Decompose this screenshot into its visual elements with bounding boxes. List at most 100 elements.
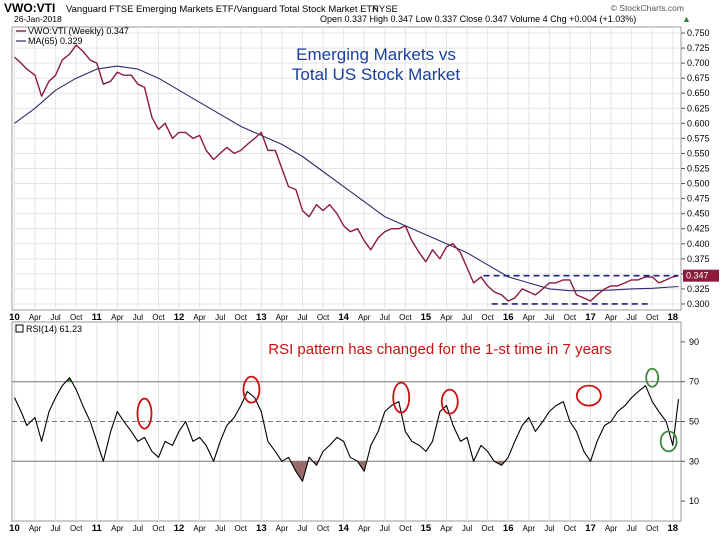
rsi-x-tick-label: Jul xyxy=(215,524,225,533)
price-x-tick-label: Jul xyxy=(627,313,637,322)
rsi-x-tick-label: 14 xyxy=(338,523,349,534)
price-line xyxy=(14,44,679,302)
rsi-x-tick-label: Oct xyxy=(564,524,577,533)
rsi-x-tick-label: Oct xyxy=(317,524,330,533)
price-y-tick-label: 0.725 xyxy=(687,43,710,53)
price-x-tick-label: Jul xyxy=(544,313,554,322)
rsi-x-tick-label: Jul xyxy=(133,524,143,533)
rsi-y-tick-label: 30 xyxy=(689,456,699,466)
rsi-panel: 90 70 50 30 10 RSI(14) 61.23 10 Apr Jul Oct 11 Apr J… xyxy=(9,321,699,534)
legend-ma: MA(65) 0.329 xyxy=(28,36,83,46)
rsi-x-tick-label: Apr xyxy=(111,524,124,533)
price-y-tick-label: 0.750 xyxy=(687,28,710,38)
watermark: © StockCharts.com xyxy=(611,3,684,13)
price-y-tick-label: 0.600 xyxy=(687,118,710,128)
rsi-x-tick-label: Jul xyxy=(627,524,637,533)
price-x-tick-label: 10 xyxy=(9,312,20,323)
price-panel: 0.750 0.725 0.700 0.675 0.650 0.625 0.600 0.575… xyxy=(9,26,719,323)
rsi-y-tick-label: 10 xyxy=(689,496,699,506)
price-y-tick-label: 0.325 xyxy=(687,284,710,294)
rsi-green-circle xyxy=(659,430,678,453)
price-x-tick-label: Oct xyxy=(152,313,165,322)
price-x-tick-label: Oct xyxy=(399,313,412,322)
price-chart-title-line2: Total US Stock Market xyxy=(292,65,460,84)
rsi-y-tick-label: 70 xyxy=(689,377,699,387)
rsi-x-tick-label: Apr xyxy=(29,524,42,533)
rsi-x-tick-label: Oct xyxy=(399,524,412,533)
rsi-red-circle xyxy=(242,375,261,404)
price-x-tick-label: Apr xyxy=(605,313,618,322)
rsi-legend-swatch xyxy=(15,324,24,333)
rsi-x-tick-label: 11 xyxy=(92,523,103,534)
price-x-tick-label: Apr xyxy=(111,313,124,322)
rsi-red-circle xyxy=(575,384,602,407)
price-y-tick-label: 0.500 xyxy=(687,179,710,189)
rsi-line xyxy=(14,377,680,482)
rsi-legend: RSI(14) 61.23 xyxy=(26,324,82,334)
price-x-tick-label: Apr xyxy=(193,313,206,322)
rsi-x-tick-label: Jul xyxy=(462,524,472,533)
rsi-x-tick-label: Jul xyxy=(297,524,307,533)
legend-price: VWO:VTI (Weekly) 0.347 xyxy=(28,26,129,36)
rsi-x-tick-label: Oct xyxy=(646,524,659,533)
rsi-y-tick-label: 50 xyxy=(689,417,699,427)
price-x-tick-label: Jul xyxy=(297,313,307,322)
rsi-x-tick-label: Oct xyxy=(235,524,248,533)
price-x-tick-label: 15 xyxy=(421,312,432,323)
price-x-tick-label: 17 xyxy=(585,312,596,323)
price-x-tick-label: Apr xyxy=(358,313,371,322)
rsi-oversold-fill xyxy=(295,461,303,482)
price-x-tick-label: Jul xyxy=(380,313,390,322)
rsi-x-tick-label: Apr xyxy=(276,524,289,533)
price-x-tick-label: Oct xyxy=(235,313,248,322)
price-y-tick-label: 0.675 xyxy=(687,73,710,83)
price-x-tick-label: 12 xyxy=(174,312,185,323)
price-chart-title-line1: Emerging Markets vs xyxy=(296,45,456,64)
rsi-green-circle xyxy=(645,367,660,388)
rsi-y-tick-label: 90 xyxy=(689,337,699,347)
symbol-label: VWO:VTI xyxy=(4,1,55,15)
price-x-tick-label: Apr xyxy=(523,313,536,322)
price-x-tick-label: 16 xyxy=(503,312,514,323)
price-y-tick-label: 0.525 xyxy=(687,164,710,174)
quote-label: Open 0.337 High 0.347 Low 0.337 Close 0.… xyxy=(320,14,636,24)
price-y-tick-label: 0.475 xyxy=(687,194,710,204)
symbol-description: Vanguard FTSE Emerging Markets ETF/Vangu… xyxy=(66,4,378,15)
last-price-tag xyxy=(683,269,719,282)
price-x-tick-label: Jul xyxy=(215,313,225,322)
rsi-red-circle xyxy=(392,381,411,414)
rsi-x-tick-label: 10 xyxy=(9,523,20,534)
price-y-tick-label: 0.625 xyxy=(687,103,710,113)
last-price-label: 0.347 xyxy=(686,271,709,281)
rsi-red-circle xyxy=(136,397,153,430)
rsi-x-tick-label: Oct xyxy=(152,524,165,533)
price-x-tick-label: 18 xyxy=(667,312,678,323)
rsi-x-tick-label: Apr xyxy=(193,524,206,533)
price-x-tick-label: Oct xyxy=(317,313,330,322)
price-x-tick-label: Jul xyxy=(133,313,143,322)
price-x-tick-label: Oct xyxy=(564,313,577,322)
price-x-tick-label: 13 xyxy=(256,312,267,323)
rsi-red-circle xyxy=(440,388,459,415)
price-y-tick-label: 0.300 xyxy=(687,299,710,309)
rsi-x-tick-label: Jul xyxy=(380,524,390,533)
price-y-tick-label: 0.400 xyxy=(687,239,710,249)
price-y-tick-label: 0.450 xyxy=(687,209,710,219)
price-x-tick-label: 14 xyxy=(338,312,349,323)
ma65-line xyxy=(14,65,679,292)
rsi-x-tick-label: 15 xyxy=(421,523,432,534)
rsi-x-tick-label: Apr xyxy=(523,524,536,533)
rsi-x-tick-label: Apr xyxy=(605,524,618,533)
price-x-tick-label: Jul xyxy=(462,313,472,322)
price-y-tick-label: 0.575 xyxy=(687,133,710,143)
rsi-x-tick-label: 18 xyxy=(667,523,678,534)
exchange-label: NYSE xyxy=(372,4,398,15)
up-arrow-icon: ▲ xyxy=(682,14,691,24)
rsi-x-tick-label: Oct xyxy=(70,524,83,533)
rsi-x-tick-label: Apr xyxy=(358,524,371,533)
price-y-tick-label: 0.700 xyxy=(687,58,710,68)
rsi-x-tick-label: Jul xyxy=(544,524,554,533)
rsi-x-tick-label: 12 xyxy=(174,523,185,534)
price-x-tick-label: Oct xyxy=(646,313,659,322)
